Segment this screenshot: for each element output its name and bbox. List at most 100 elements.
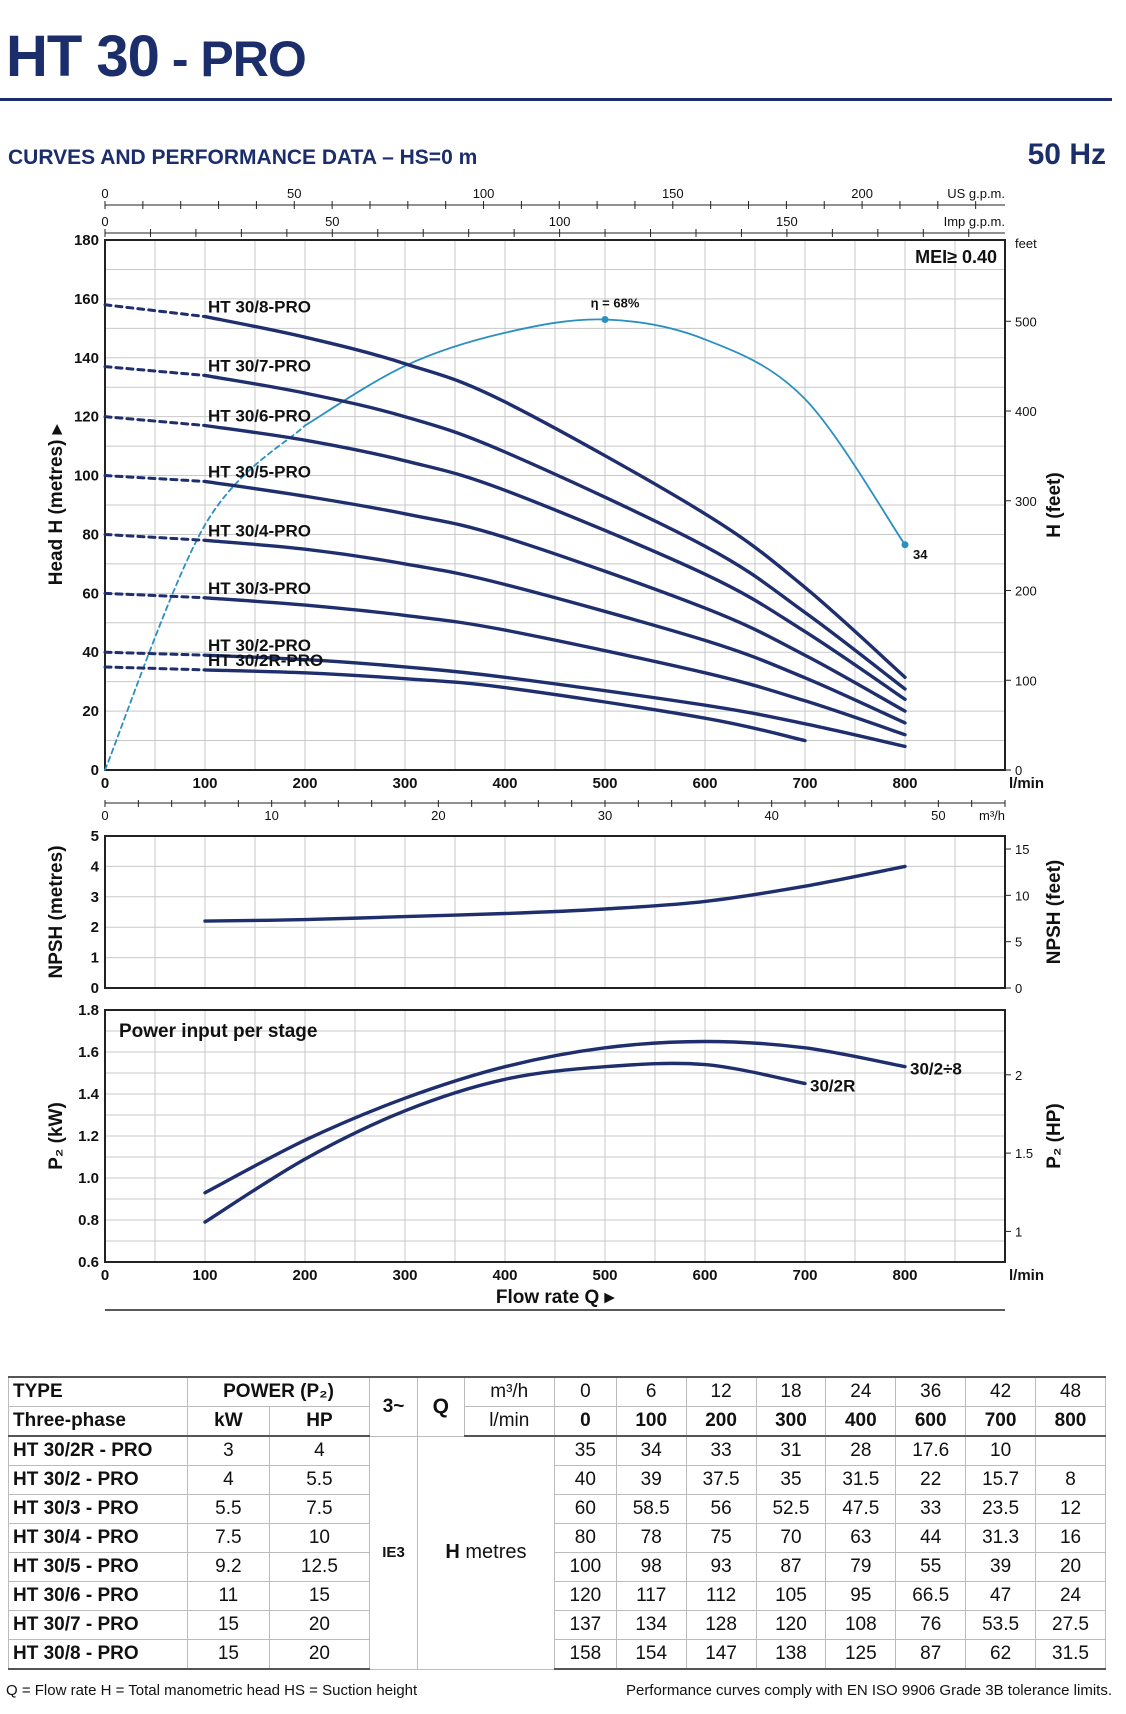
row-type: HT 30/8 - PRO: [8, 1639, 188, 1670]
power-x-tick-label: 100: [192, 1267, 217, 1284]
row-type: HT 30/2 - PRO: [8, 1465, 188, 1495]
h-cell: 76: [895, 1610, 967, 1640]
row-type: HT 30/4 - PRO: [8, 1523, 188, 1553]
y-tick-label: 40: [82, 644, 99, 661]
power-y-tick-label: 1.4: [78, 1086, 100, 1103]
m3h-cell: 48: [1035, 1376, 1106, 1407]
x-tick-label: 700: [792, 775, 817, 792]
col-phase: 3~: [369, 1376, 418, 1437]
h-cell: 154: [615, 1639, 687, 1670]
h-cell: 120: [755, 1610, 827, 1640]
head-curve-dashed: [103, 365, 207, 377]
imp-gpm-tick-label: 0: [101, 214, 108, 229]
m3h-cell: 36: [895, 1376, 967, 1407]
h-cell: 87: [755, 1552, 827, 1582]
row-kw: 3: [187, 1435, 270, 1466]
us-gpm-tick-label: 200: [851, 186, 873, 201]
row-type: HT 30/7 - PRO: [8, 1610, 188, 1640]
power-y2-tick-label: 1.5: [1015, 1146, 1033, 1161]
h-cell: 28: [825, 1435, 897, 1466]
power-y2-axis-label: P₂ (HP): [1044, 1103, 1065, 1168]
us-gpm-tick-label: 0: [101, 186, 108, 201]
x-tick-label: 100: [192, 775, 217, 792]
x-tick-label: 500: [592, 775, 617, 792]
y-axis-label: Head H (metres) ▸: [46, 423, 67, 585]
h-cell: 37.5: [685, 1465, 757, 1495]
table-row: HT 30/4 - PRO 7.5 10 80 78 75 70 63 44 3…: [8, 1523, 1106, 1553]
efficiency-end-point: [901, 541, 909, 549]
h-cell: 31.5: [825, 1465, 897, 1495]
row-kw: 7.5: [187, 1523, 270, 1553]
table-header-row: TYPE POWER (P₂) 3~ Q m³/h 0 6 12 18 24 3…: [8, 1376, 1106, 1437]
performance-table: TYPE POWER (P₂) 3~ Q m³/h 0 6 12 18 24 3…: [8, 1376, 1106, 1670]
us-gpm-tick-label: 150: [662, 186, 684, 201]
x-tick-label: 600: [692, 775, 717, 792]
npsh-y-tick-label: 3: [91, 889, 99, 906]
col-power: POWER (P₂): [186, 1376, 371, 1407]
power-x-tick-label: 500: [592, 1267, 617, 1284]
h-cell: 108: [825, 1610, 897, 1640]
npsh-plot-frame: [104, 835, 1006, 989]
h-cell: 39: [965, 1552, 1037, 1582]
x-tick-label: 0: [101, 775, 109, 792]
efficiency-end-label: 34: [913, 547, 928, 562]
h-cell: 22: [895, 1465, 967, 1495]
lmin-cell: 300: [755, 1406, 827, 1437]
head-curve-label: HT 30/8-PRO: [208, 298, 311, 317]
power-x-tick-label: 800: [892, 1267, 917, 1284]
m3h-cell: 18: [755, 1376, 827, 1407]
h-cell: 60: [553, 1494, 617, 1524]
y-tick-label: 0: [91, 762, 99, 779]
m3h-tick-label: 20: [431, 808, 445, 823]
ie-class: IE3: [369, 1435, 418, 1670]
h-cell: 125: [825, 1639, 897, 1670]
us-gpm-unit: US g.p.m.: [947, 186, 1005, 201]
power-y-tick-label: 1.6: [78, 1044, 99, 1061]
efficiency-curve: [304, 318, 906, 546]
power-x-tick-label: 600: [692, 1267, 717, 1284]
h-cell: 56: [685, 1494, 757, 1524]
row-kw: 15: [187, 1639, 270, 1670]
y-tick-label: 60: [82, 585, 99, 602]
h-unit: metres: [465, 1541, 527, 1564]
col-hp: HP: [268, 1406, 371, 1437]
h-cell: 70: [755, 1523, 827, 1553]
row-hp: 10: [268, 1523, 371, 1553]
head-curve: [203, 653, 907, 749]
row-kw: 11: [187, 1581, 270, 1611]
y2-axis-label: H (feet): [1044, 472, 1065, 537]
m3h-tick-label: 0: [101, 808, 108, 823]
npsh-y2-tick-label: 15: [1015, 842, 1029, 857]
h-cell: 79: [825, 1552, 897, 1582]
power-x-tick-label: 300: [392, 1267, 417, 1284]
x-tick-label: 300: [392, 775, 417, 792]
mei-label: MEI≥ 0.40: [915, 247, 997, 267]
footer-note: Performance curves comply with EN ISO 99…: [625, 1682, 1112, 1699]
h-cell: 55: [895, 1552, 967, 1582]
h-cell: 158: [553, 1639, 617, 1670]
us-gpm-tick-label: 100: [473, 186, 495, 201]
y-tick-label: 180: [74, 232, 99, 249]
power-x-tick-label: 200: [292, 1267, 317, 1284]
imp-gpm-unit: Imp g.p.m.: [944, 214, 1005, 229]
h-cell: 33: [895, 1494, 967, 1524]
col-type: TYPE: [8, 1376, 188, 1407]
row-type: HT 30/6 - PRO: [8, 1581, 188, 1611]
h-cell: 27.5: [1035, 1610, 1106, 1640]
table-row: HT 30/3 - PRO 5.5 7.5 60 58.5 56 52.5 47…: [8, 1494, 1106, 1524]
h-cell: 80: [553, 1523, 617, 1553]
h-cell: 75: [685, 1523, 757, 1553]
h-cell: 31: [755, 1435, 827, 1466]
h-cell: 66.5: [895, 1581, 967, 1611]
efficiency-peak-point: [601, 316, 609, 323]
head-curve-label: HT 30/2-PRO: [208, 636, 311, 655]
lmin-cell: 200: [685, 1406, 757, 1437]
h-cell: 105: [755, 1581, 827, 1611]
head-curve-label: HT 30/7-PRO: [208, 356, 311, 375]
m3h-cell: 6: [615, 1376, 687, 1407]
h-cell: 117: [615, 1581, 687, 1611]
flow-axis-label: Flow rate Q ▸: [496, 1287, 616, 1308]
y2-unit-label: feet: [1015, 236, 1037, 251]
npsh-y2-tick-label: 10: [1015, 888, 1029, 903]
model-suffix: - PRO: [158, 31, 307, 87]
